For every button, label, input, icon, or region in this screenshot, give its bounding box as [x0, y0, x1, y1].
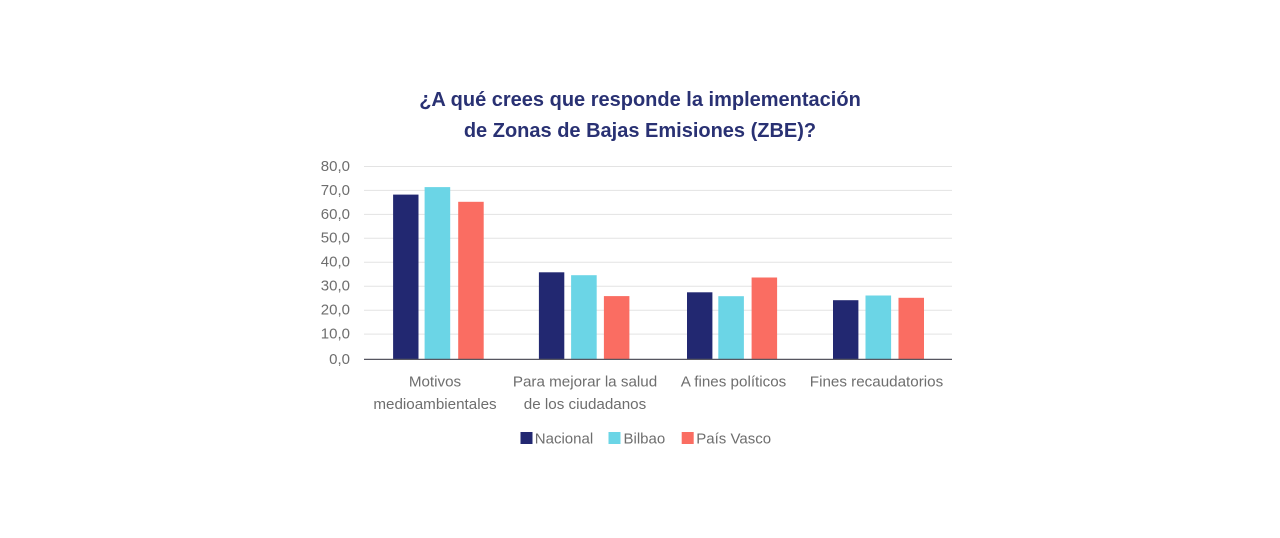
svg-text:Bilbao: Bilbao: [624, 430, 666, 447]
svg-text:A fines políticos: A fines políticos: [681, 373, 787, 390]
svg-text:60,0: 60,0: [321, 206, 350, 223]
svg-text:70,0: 70,0: [321, 182, 350, 199]
svg-text:10,0: 10,0: [321, 326, 350, 343]
svg-text:40,0: 40,0: [321, 254, 350, 271]
svg-text:medioambientales: medioambientales: [373, 396, 497, 413]
svg-text:País Vasco: País Vasco: [696, 430, 771, 447]
svg-text:de Zonas de Bajas Emisiones (Z: de Zonas de Bajas Emisiones (ZBE)?: [464, 120, 816, 142]
svg-text:¿A qué crees que responde la i: ¿A qué crees que responde la implementac…: [419, 89, 861, 111]
svg-text:de los ciudadanos: de los ciudadanos: [524, 396, 647, 413]
svg-text:20,0: 20,0: [321, 302, 350, 319]
svg-text:30,0: 30,0: [321, 278, 350, 295]
svg-text:0,0: 0,0: [329, 351, 350, 368]
svg-text:50,0: 50,0: [321, 230, 350, 247]
svg-text:80,0: 80,0: [321, 158, 350, 175]
svg-text:Fines recaudatorios: Fines recaudatorios: [810, 373, 944, 390]
svg-text:Nacional: Nacional: [535, 430, 593, 447]
svg-text:Motivos: Motivos: [409, 373, 462, 390]
svg-text:Para mejorar la salud: Para mejorar la salud: [513, 373, 657, 390]
